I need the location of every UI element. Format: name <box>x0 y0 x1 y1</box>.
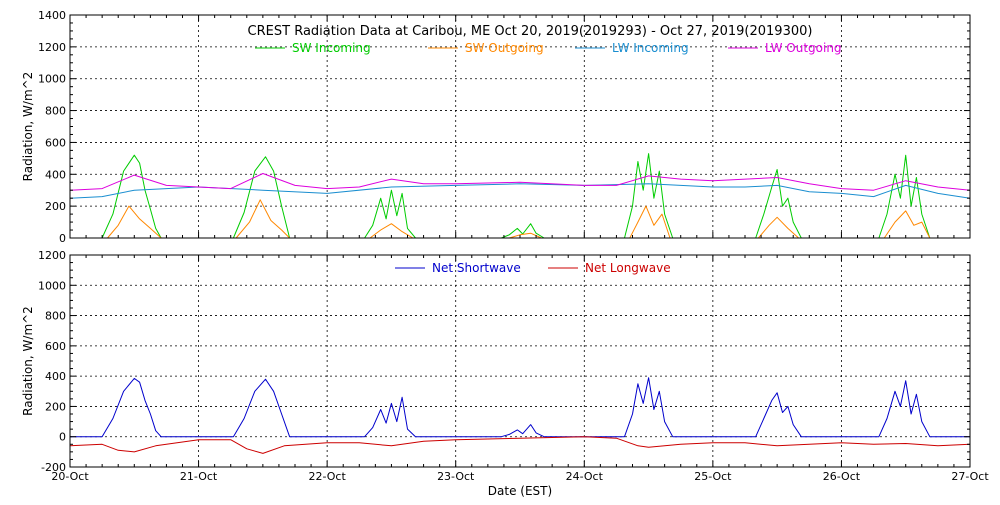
y-tick-label: 400 <box>45 168 66 181</box>
y-tick-label: 600 <box>45 340 66 353</box>
y-tick-label: 400 <box>45 370 66 383</box>
legend-label: LW Incoming <box>612 41 689 55</box>
y-tick-label: 1200 <box>38 41 66 54</box>
chart-title: CREST Radiation Data at Caribou, ME Oct … <box>248 24 813 39</box>
series-line-lw-incoming <box>69 183 971 199</box>
y-tick-label: 0 <box>59 431 66 444</box>
legend-label: LW Outgoing <box>765 41 842 55</box>
series-line-net-longwave <box>69 436 971 454</box>
x-tick-label: 27-Oct <box>951 470 989 483</box>
y-tick-label: 200 <box>45 200 66 213</box>
y-axis-label: Radiation, W/m^2 <box>21 72 35 182</box>
chart-panel-2: -200 0 200 400 600 800 1000 1200 20-Oct 21-Oct 22-… <box>21 249 989 498</box>
y-tick-label: 1000 <box>38 73 66 86</box>
y-tick-label: 1400 <box>38 9 66 22</box>
legend-label: SW Incoming <box>292 41 371 55</box>
x-tick-label: 26-Oct <box>823 470 861 483</box>
series-line-net-shortwave <box>70 377 970 438</box>
plot-frame <box>69 254 971 468</box>
x-tick-label: 24-Oct <box>566 470 604 483</box>
y-axis-label: Radiation, W/m^2 <box>21 306 35 416</box>
series-line-sw-incoming <box>101 153 931 239</box>
y-tick-label: 800 <box>45 310 66 323</box>
y-tick-label: 1200 <box>38 249 66 262</box>
y-tick-label: 1000 <box>38 279 66 292</box>
chart-panel-1: 0 200 400 600 800 1000 1200 1400 Radiation, W/m^… <box>21 9 971 245</box>
x-tick-label: 20-Oct <box>51 470 89 483</box>
x-tick-label: 21-Oct <box>180 470 218 483</box>
legend-label: SW Outgoing <box>465 41 544 55</box>
y-tick-label: 200 <box>45 400 66 413</box>
series-line-sw-outgoing <box>107 199 931 239</box>
legend-label: Net Longwave <box>585 261 671 275</box>
y-tick-label: 600 <box>45 136 66 149</box>
y-tick-label: -200 <box>41 461 66 474</box>
x-tick-label: 23-Oct <box>437 470 475 483</box>
legend-label: Net Shortwave <box>432 261 521 275</box>
series-line-lw-outgoing <box>69 173 971 191</box>
x-tick-label: 25-Oct <box>694 470 732 483</box>
x-tick-label: 22-Oct <box>308 470 346 483</box>
x-axis-label: Date (EST) <box>488 484 552 498</box>
y-tick-label: 800 <box>45 105 66 118</box>
y-tick-label: 0 <box>59 232 66 245</box>
